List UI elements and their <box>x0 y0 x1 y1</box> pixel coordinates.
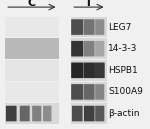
FancyBboxPatch shape <box>95 84 104 100</box>
Text: C: C <box>27 0 36 8</box>
FancyBboxPatch shape <box>95 63 105 78</box>
Text: LEG7: LEG7 <box>108 23 131 32</box>
Bar <box>5 38 58 59</box>
FancyBboxPatch shape <box>84 84 95 100</box>
FancyBboxPatch shape <box>71 84 83 100</box>
FancyBboxPatch shape <box>71 63 83 78</box>
FancyBboxPatch shape <box>6 106 16 121</box>
Bar <box>5 60 58 81</box>
FancyBboxPatch shape <box>32 106 41 121</box>
Bar <box>71 38 106 59</box>
Bar <box>71 82 106 102</box>
Bar <box>71 103 106 124</box>
Text: HSPB1: HSPB1 <box>108 66 138 75</box>
FancyBboxPatch shape <box>84 106 95 121</box>
Bar <box>5 17 58 37</box>
FancyBboxPatch shape <box>84 63 95 78</box>
Text: S100A9: S100A9 <box>108 87 143 96</box>
FancyBboxPatch shape <box>71 41 83 57</box>
Text: T: T <box>85 0 92 8</box>
FancyBboxPatch shape <box>72 106 83 121</box>
FancyBboxPatch shape <box>20 106 30 121</box>
FancyBboxPatch shape <box>43 106 51 121</box>
FancyBboxPatch shape <box>95 106 104 121</box>
Bar <box>71 60 106 81</box>
FancyBboxPatch shape <box>84 19 95 35</box>
Bar <box>5 103 58 124</box>
Text: 14-3-3: 14-3-3 <box>108 44 137 53</box>
Bar <box>71 17 106 37</box>
Bar <box>5 82 58 102</box>
FancyBboxPatch shape <box>95 41 104 57</box>
Text: β-actin: β-actin <box>108 109 140 118</box>
FancyBboxPatch shape <box>71 19 83 35</box>
FancyBboxPatch shape <box>84 41 95 57</box>
FancyBboxPatch shape <box>95 19 104 35</box>
